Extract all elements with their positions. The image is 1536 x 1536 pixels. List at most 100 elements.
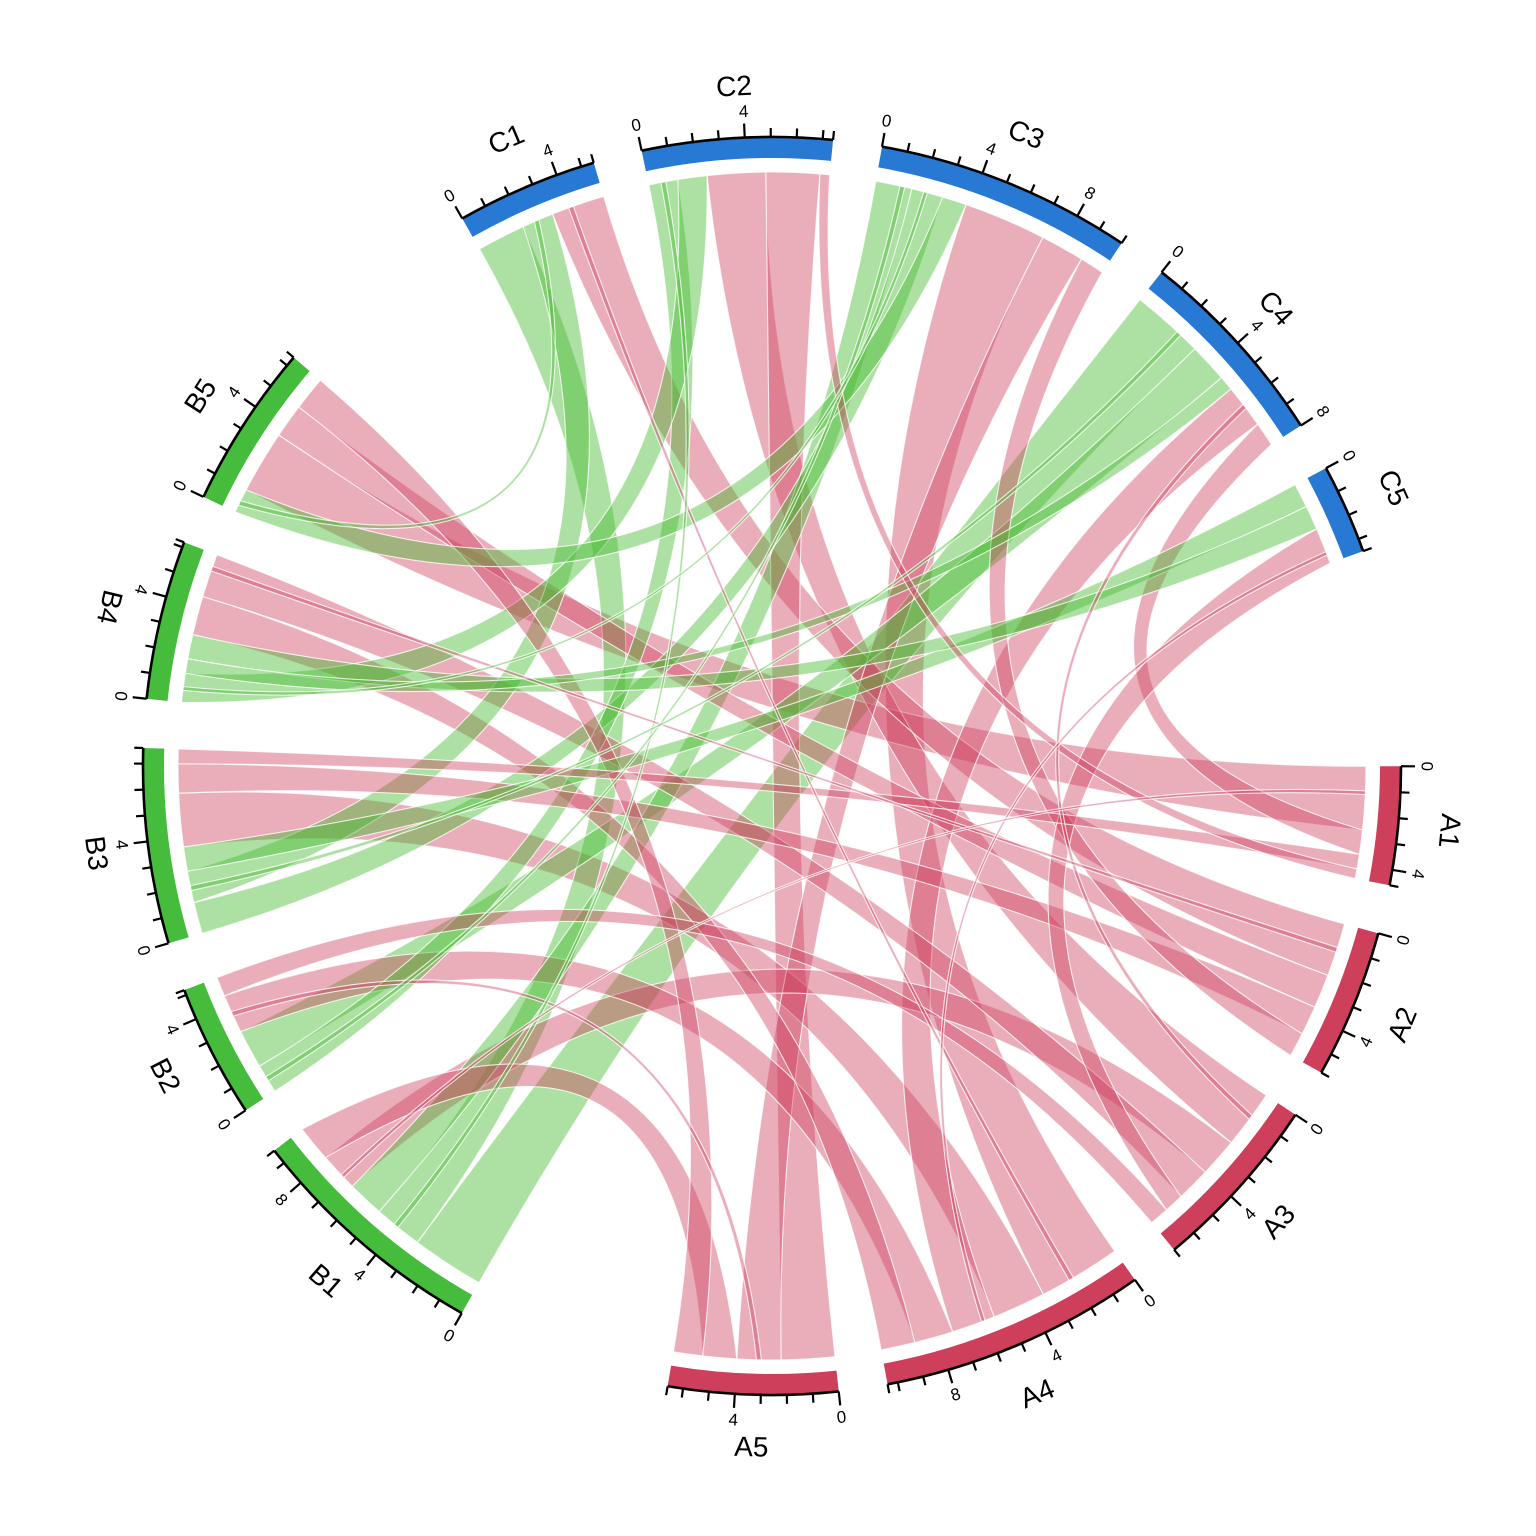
- chord-B5-C1: [237, 218, 556, 530]
- sector-band-A5: [667, 1365, 839, 1396]
- axis-tick: [1098, 220, 1106, 230]
- chord-B4-C2: [180, 174, 708, 704]
- axis-tick: [1270, 376, 1279, 384]
- axis-tick: [1358, 534, 1368, 540]
- axis-tick: [1325, 460, 1339, 470]
- sector-axis-B1: [273, 1149, 463, 1315]
- axis-tick: [433, 1299, 441, 1309]
- axis-tick: [906, 142, 911, 153]
- sector-band-B1: [274, 1137, 473, 1314]
- chord-B2-C2: [258, 178, 694, 1092]
- chord-A3-C4: [1055, 403, 1254, 1121]
- axis-tick-label: 4: [224, 383, 245, 402]
- chord-A1-C4: [1133, 423, 1364, 856]
- sector-axis-B3: [141, 747, 170, 944]
- axis-tick-label: 4: [1355, 1034, 1376, 1051]
- chord-B3-C3: [193, 188, 944, 935]
- sector-band-C4: [1148, 272, 1301, 437]
- chord-B1-C3: [351, 180, 913, 1213]
- axis-tick: [1378, 932, 1393, 939]
- axis-tick: [243, 398, 257, 408]
- axis-tick: [690, 132, 694, 143]
- sector-band-C1: [462, 162, 600, 237]
- chord-A5-C3: [736, 236, 1083, 1361]
- axis-tick: [590, 153, 595, 164]
- chord-B3-C4: [189, 330, 1182, 892]
- chord-A2-C3: [988, 258, 1303, 1057]
- sector-label-C3: C3: [1004, 113, 1049, 155]
- axis-tick-label: 4: [738, 102, 748, 121]
- axis-tick: [1020, 1342, 1027, 1353]
- axis-tick-label: 0: [111, 690, 131, 701]
- axis-tick-label: 4: [350, 1264, 369, 1285]
- chord-B1-C2: [393, 180, 690, 1229]
- axis-tick: [453, 1312, 463, 1326]
- axis-tick: [1192, 1231, 1201, 1241]
- axis-tick: [1067, 1320, 1074, 1330]
- axis-tick: [1218, 317, 1227, 325]
- sector-label-B2: B2: [144, 1053, 187, 1098]
- chord-A2-B3: [177, 763, 1316, 1035]
- sector-band-B4: [146, 542, 204, 701]
- axis-tick: [182, 1017, 197, 1026]
- axis-tick: [1352, 1006, 1362, 1012]
- sector-band-A4: [883, 1262, 1135, 1385]
- sector-axis-A1: [1388, 766, 1403, 886]
- axis-tick: [266, 1149, 275, 1157]
- axis-tick-label: 0: [441, 185, 459, 206]
- axis-tick: [190, 489, 204, 498]
- axis-tick: [1348, 510, 1358, 516]
- chord-A1-B1: [340, 788, 1367, 1179]
- axis-tick: [732, 1393, 736, 1408]
- chord-A4-C5: [939, 550, 1328, 1323]
- axis-tick: [1294, 1113, 1308, 1124]
- chord-B1-C1: [378, 225, 627, 1244]
- axis-tick: [922, 1376, 927, 1386]
- axis-tick: [1342, 1029, 1356, 1038]
- axis-tick: [366, 1253, 377, 1267]
- axis-tick: [232, 422, 242, 430]
- axis-tick-label: 0: [1307, 1120, 1328, 1138]
- chord-B2-C4: [239, 348, 1223, 1067]
- axis-tick: [276, 1161, 285, 1170]
- sector-band-C3: [878, 146, 1122, 261]
- sector-label-C2: C2: [715, 70, 752, 103]
- axis-tick: [665, 1386, 669, 1396]
- chord-B4-C5: [187, 505, 1318, 693]
- axis-tick: [743, 123, 746, 138]
- axis-tick-label: 4: [162, 1021, 183, 1037]
- axis-tick: [1053, 195, 1060, 205]
- axis-tick: [831, 130, 836, 141]
- axis-tick: [1090, 1307, 1097, 1317]
- axis-tick: [1285, 397, 1295, 405]
- axis-tick-label: 4: [984, 138, 999, 159]
- axis-tick: [289, 1181, 302, 1193]
- sector-axis-C1: [461, 161, 595, 220]
- axis-tick: [175, 538, 185, 544]
- axis-tick: [1173, 1248, 1181, 1258]
- axis-tick-label: 0: [1393, 933, 1414, 947]
- axis-tick: [1389, 884, 1399, 889]
- sector-axis-A4: [887, 1278, 1136, 1386]
- axis-tick-label: 0: [1141, 1291, 1160, 1312]
- axis-tick-label: 8: [271, 1190, 292, 1210]
- sector-axis-C2: [641, 135, 834, 152]
- sector-label-C1: C1: [484, 118, 529, 161]
- sector-band-B2: [184, 982, 264, 1111]
- sector-axis-A3: [1173, 1114, 1297, 1251]
- axis-tick: [480, 197, 487, 207]
- axis-tick: [210, 1064, 220, 1071]
- axis-tick: [886, 1384, 891, 1394]
- axis-tick: [1200, 298, 1209, 307]
- sector-label-B4: B4: [91, 587, 129, 628]
- sector-axis-B4: [145, 541, 186, 699]
- sector-band-A2: [1302, 927, 1379, 1073]
- sector-label-A2: A2: [1381, 1003, 1423, 1046]
- sector-label-A5: A5: [734, 1431, 769, 1463]
- axis-tick: [1264, 1155, 1273, 1164]
- axis-tick: [279, 358, 288, 367]
- sector-axis-C3: [881, 145, 1123, 245]
- chord-A4-C1: [567, 205, 1075, 1282]
